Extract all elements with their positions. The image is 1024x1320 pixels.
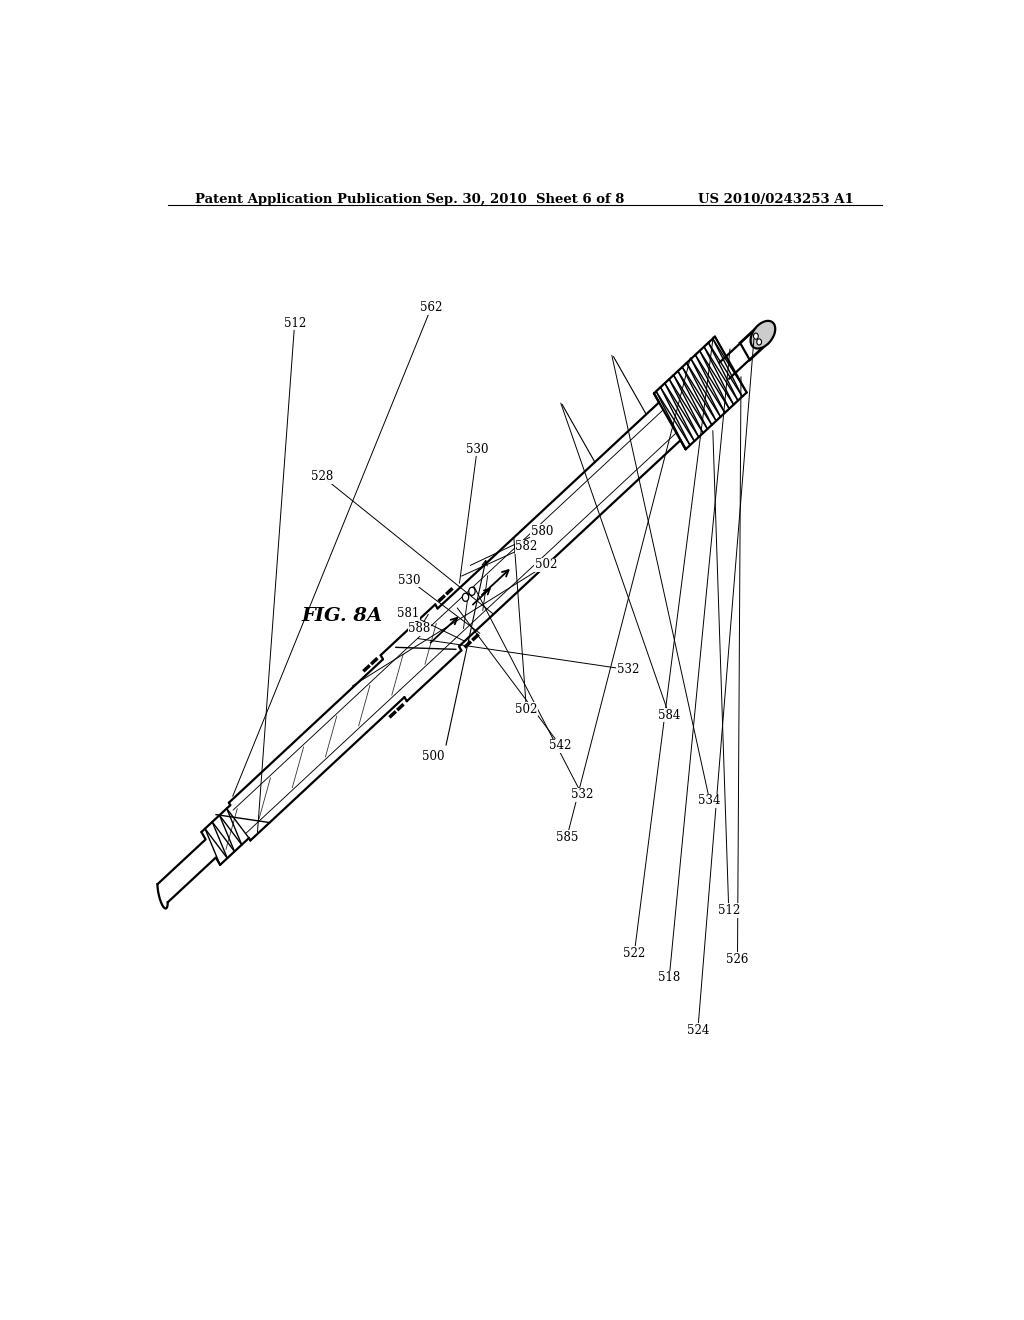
Text: 582: 582 (515, 540, 538, 553)
Text: 500: 500 (422, 750, 444, 763)
Text: 512: 512 (284, 317, 306, 330)
Text: Sep. 30, 2010  Sheet 6 of 8: Sep. 30, 2010 Sheet 6 of 8 (426, 193, 624, 206)
Text: 502: 502 (515, 702, 538, 715)
Text: 532: 532 (570, 788, 593, 801)
Text: 581: 581 (397, 607, 419, 620)
Text: 532: 532 (616, 663, 639, 676)
Text: 562: 562 (420, 301, 442, 314)
Text: 585: 585 (556, 830, 579, 843)
Circle shape (469, 587, 475, 595)
Text: 542: 542 (549, 739, 571, 752)
Ellipse shape (751, 321, 775, 348)
Circle shape (463, 593, 469, 602)
Text: 522: 522 (624, 946, 645, 960)
Text: 534: 534 (698, 795, 721, 808)
Text: US 2010/0243253 A1: US 2010/0243253 A1 (698, 193, 854, 206)
Text: 530: 530 (398, 574, 421, 586)
Text: 502: 502 (535, 558, 557, 572)
Circle shape (754, 333, 758, 339)
Circle shape (757, 339, 762, 345)
Text: 526: 526 (726, 953, 749, 966)
Text: 518: 518 (658, 972, 680, 985)
Text: 580: 580 (531, 525, 553, 539)
Text: 528: 528 (311, 470, 334, 483)
Text: 584: 584 (658, 709, 680, 722)
Text: 588: 588 (409, 623, 430, 635)
Text: 530: 530 (466, 442, 488, 455)
Text: 512: 512 (718, 904, 740, 917)
Text: FIG. 8A: FIG. 8A (302, 607, 383, 624)
Text: 524: 524 (687, 1024, 709, 1038)
Text: Patent Application Publication: Patent Application Publication (196, 193, 422, 206)
